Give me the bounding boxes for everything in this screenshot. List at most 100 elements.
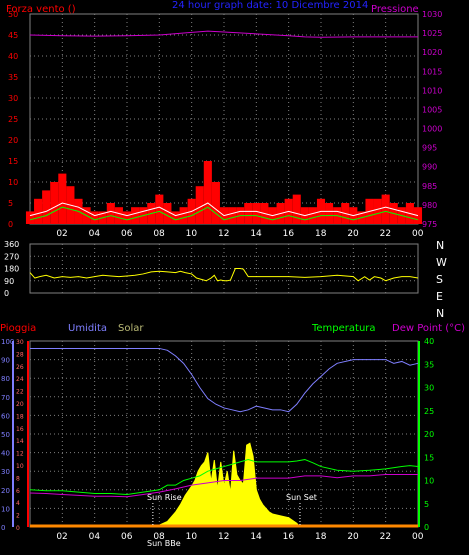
wind-bar [211,182,220,224]
temp-ytick-label: 20 [424,430,434,439]
wind-panel-xtick-label: 02 [56,229,67,239]
wind-bar [171,211,180,224]
graph-title: 24 hour graph date: 10 Dicembre 2014 [172,0,368,11]
wind-panel-xtick-label: 06 [121,229,133,239]
rain-ytick-label: 30 [16,339,24,346]
climate-panel-xtick-label: 18 [315,532,327,542]
rain-ytick-label: 20 [16,401,24,408]
wind-panel-xtick-label: 14 [250,229,262,239]
humidity-ytick-label: 100 [1,338,14,346]
wind-bar [25,211,35,224]
wind-bar [179,207,188,224]
humidity-ytick-label: 80 [1,375,10,383]
rain-ytick-label: 28 [16,351,24,358]
humidity-ytick-label: 0 [1,524,5,532]
climate-panel-xtick-label: 20 [347,532,359,542]
sunrise-tick-label: Sun BBe [147,539,181,548]
wind-ytick-label: 20 [8,136,18,145]
dewpoint-title: Dew Point (°C) [392,323,465,334]
dir-ytick-label: 0 [4,289,9,298]
wind-bar [228,207,237,224]
wind-panel-xtick-label: 10 [186,229,198,239]
pressure-ytick-label: 1015 [422,67,442,76]
climate-panel-xtick-label: 16 [283,532,295,542]
pressure-ytick-label: 1025 [422,29,442,38]
temperature-title: Temperatura [311,323,376,334]
sunset-label: Sun Set [286,493,317,502]
rain-ytick-label: 12 [16,451,24,458]
temp-ytick-label: 0 [424,523,429,532]
compass-e: E [436,290,443,303]
climate-panel-xtick-label: 14 [250,532,262,542]
wind-bar [50,182,59,224]
wind-panel-xtick-label: 18 [315,229,327,239]
sunrise-label: Sun Rise [147,493,182,502]
compass-n-bottom: N [436,307,444,320]
rain-title: Pioggia [0,323,36,334]
pressure-ytick-label: 975 [422,220,437,229]
wind-panel-xtick-label: 22 [380,229,391,239]
wind-title: Forza vento () [6,4,76,15]
pressure-ytick-label: 1000 [422,125,442,134]
humidity-ytick-label: 50 [1,431,10,439]
wind-bar [122,211,132,224]
humidity-line [30,347,419,413]
wind-bar [131,207,140,224]
pressure-ytick-label: 1010 [422,86,442,95]
climate-panel-xtick-label: 22 [380,532,391,542]
wind-bar [244,203,253,224]
wind-bar [308,207,317,224]
temp-ytick-label: 30 [424,384,434,393]
humidity-ytick-label: 40 [1,450,10,458]
wind-bar [203,161,212,224]
wind-bar [114,207,123,224]
wind-bar [252,203,261,224]
gust-line [29,202,419,217]
dewpoint-line [29,473,418,498]
climate-panel-xtick-label: 10 [186,532,198,542]
rain-ytick-label: 6 [16,488,20,495]
pressure-title: Pressione [371,4,419,15]
direction-line [29,268,419,282]
wind-ytick-label: 15 [8,157,18,166]
wind-bar [195,186,204,224]
wind-ytick-label: 10 [8,178,18,187]
wind-bar [381,194,390,224]
wind-bar [373,198,382,224]
pressure-ytick-label: 1005 [422,105,442,114]
climate-panel-xtick-label: 00 [412,532,424,542]
humidity-ytick-label: 20 [1,487,10,495]
wind-panel-xtick-label: 00 [412,229,424,239]
temp-ytick-label: 5 [424,500,429,509]
wind-panel-xtick-label: 04 [89,229,101,239]
rain-ytick-label: 26 [16,364,24,371]
dir-ytick-label: 180 [4,265,19,274]
pressure-ytick-label: 980 [422,201,437,210]
dir-ytick-label: 360 [4,240,19,249]
climate-panel-xtick-label: 08 [153,532,165,542]
solar-area [152,442,302,528]
wind-panel-xtick-label: 16 [283,229,295,239]
wind-bar [292,194,301,224]
climate-panel-xtick-label: 02 [56,532,67,542]
temp-ytick-label: 40 [424,337,434,346]
humidity-ytick-label: 90 [1,357,10,365]
rain-ytick-label: 16 [16,426,24,433]
temp-ytick-label: 35 [424,360,434,369]
wind-avg-line [29,206,419,221]
rain-ytick-label: 4 [16,500,20,507]
wind-bar [106,203,115,224]
wind-ytick-label: 25 [8,115,18,124]
temp-ytick-label: 10 [424,477,434,486]
humidity-ytick-label: 60 [1,412,10,420]
pressure-ytick-label: 990 [422,163,437,172]
humidity-ytick-label: 30 [1,468,10,476]
rain-ytick-label: 2 [16,513,20,520]
pressure-line [29,30,418,38]
pressure-ytick-label: 985 [422,182,437,191]
wind-panel-xtick-label: 20 [347,229,359,239]
wind-bar [58,173,67,224]
climate-panel-xtick-label: 04 [89,532,101,542]
